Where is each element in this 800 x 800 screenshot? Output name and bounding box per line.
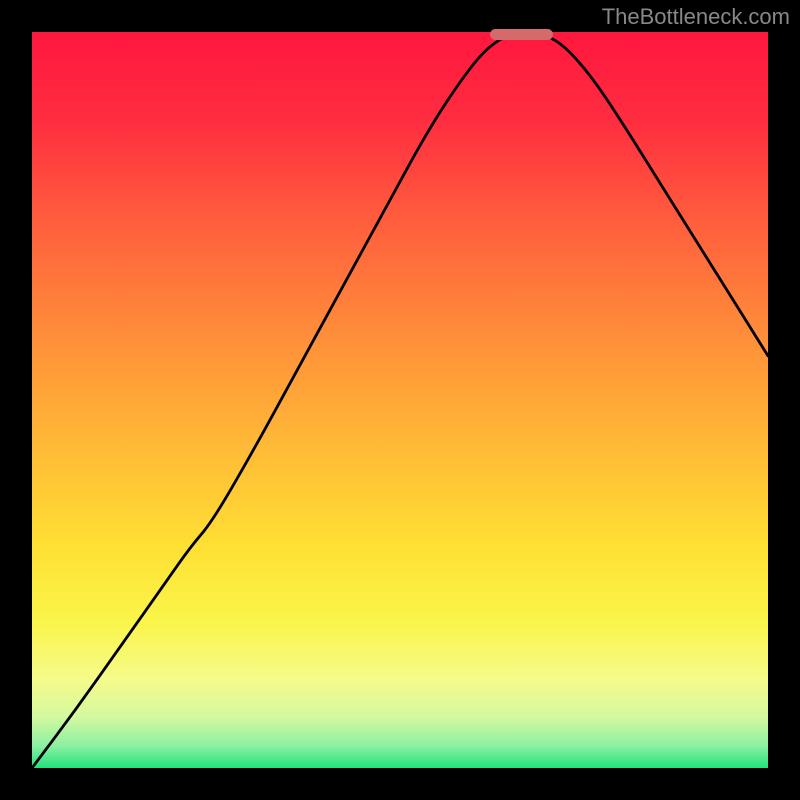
- curve-svg: [32, 32, 768, 768]
- optimal-marker: [490, 29, 553, 40]
- plot-area: [32, 32, 768, 768]
- chart-container: TheBottleneck.com: [0, 0, 800, 800]
- watermark-text: TheBottleneck.com: [602, 4, 790, 30]
- bottleneck-curve: [32, 33, 768, 768]
